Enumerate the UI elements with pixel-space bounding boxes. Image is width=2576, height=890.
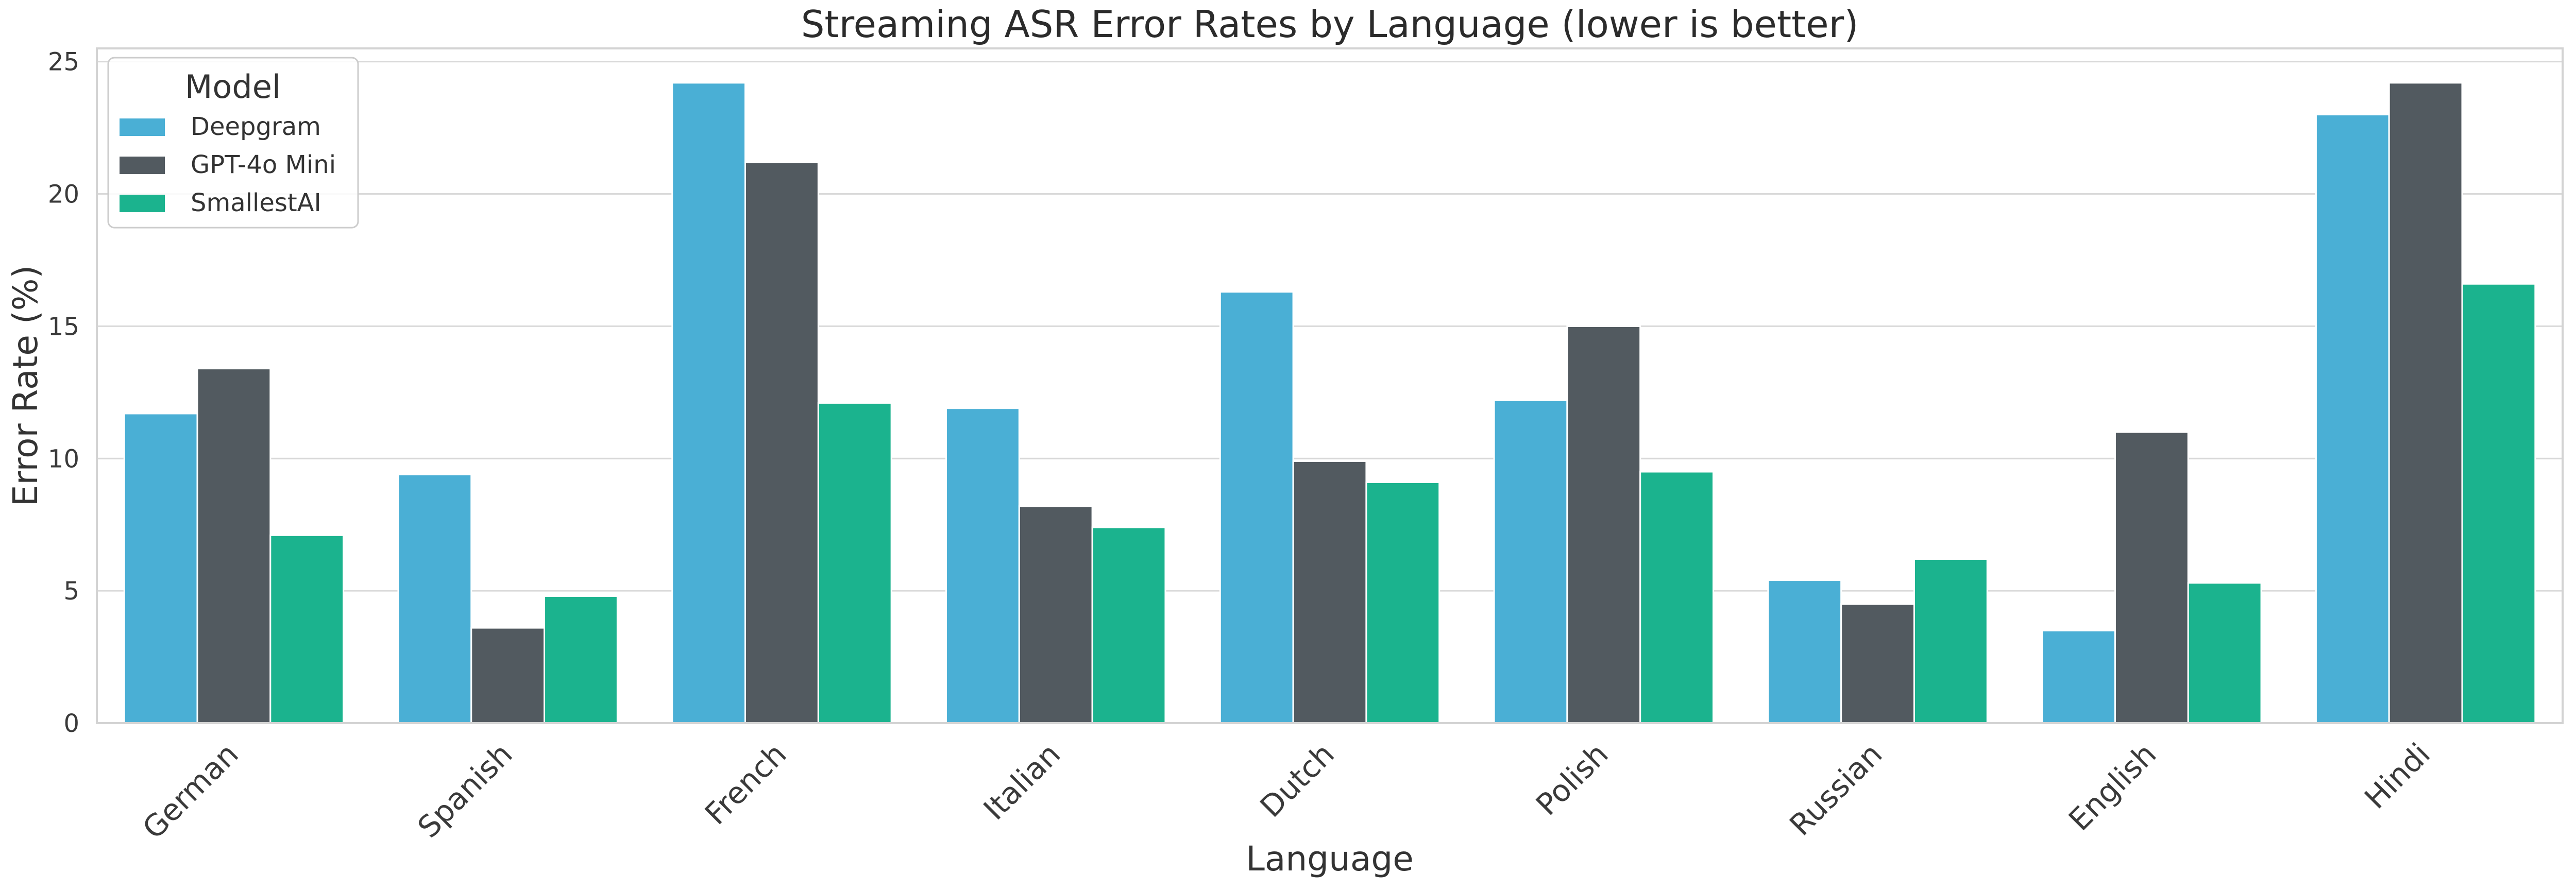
x-tick-label: Hindi [2358, 737, 2437, 816]
x-tick-label: Polish [1529, 737, 1615, 823]
legend-box [107, 57, 359, 229]
bar-gpt-4o-mini-dutch [1292, 460, 1367, 724]
x-tick-label: Spanish [411, 737, 519, 845]
y-tick-label: 0 [63, 709, 79, 738]
bar-deepgram-english [2041, 629, 2116, 724]
y-axis-label: Error Rate (%) [6, 265, 45, 506]
bar-smallestai-english [2187, 582, 2262, 724]
bar-deepgram-german [123, 413, 198, 724]
legend-swatch [120, 195, 165, 212]
y-tick-label: 25 [48, 48, 79, 77]
bar-gpt-4o-mini-polish [1566, 325, 1641, 724]
y-tick-label: 10 [48, 444, 79, 473]
bar-gpt-4o-mini-italian [1018, 505, 1093, 724]
bar-gpt-4o-mini-russian [1840, 603, 1915, 724]
bar-deepgram-russian [1767, 579, 1842, 724]
bar-deepgram-hindi [2315, 113, 2390, 724]
legend-label: GPT-4o Mini [191, 150, 336, 179]
bar-smallestai-hindi [2461, 283, 2536, 724]
bars [123, 82, 2536, 724]
bar-smallestai-polish [1639, 471, 1714, 724]
bar-smallestai-dutch [1365, 482, 1440, 724]
bar-gpt-4o-mini-german [196, 368, 272, 724]
legend-title: Model [185, 68, 281, 106]
bar-gpt-4o-mini-french [744, 161, 819, 724]
bar-deepgram-french [671, 82, 747, 724]
legend-label: Deepgram [191, 112, 321, 141]
bar-deepgram-italian [945, 407, 1020, 724]
x-tick-label: French [698, 737, 793, 831]
y-tick-label: 20 [48, 180, 79, 209]
plot-frame [96, 47, 2564, 724]
bar-gpt-4o-mini-spanish [470, 627, 546, 724]
y-tick-labels: 0 5 10 15 20 25 [48, 48, 79, 738]
y-tick-label: 5 [63, 577, 79, 606]
y-tick-label: 15 [48, 312, 79, 341]
x-tick-labels: German Spanish French Italian Dutch Polish Rus… [135, 737, 2437, 846]
bar-deepgram-polish [1493, 399, 1568, 724]
bar-smallestai-german [269, 534, 345, 724]
x-tick-label: German [135, 737, 245, 846]
legend-entries: Deepgram GPT-4o Mini SmallestAI [120, 112, 336, 217]
legend: Model Deepgram GPT-4o Mini SmallestAI [107, 57, 359, 229]
x-tick-label: Italian [977, 737, 1067, 827]
bar-smallestai-italian [1091, 526, 1166, 724]
x-tick-label: English [2062, 737, 2163, 837]
bar-deepgram-spanish [397, 473, 472, 724]
chart-title: Streaming ASR Error Rates by Language (l… [801, 3, 1859, 46]
bar-deepgram-dutch [1219, 291, 1294, 724]
x-tick-label: Dutch [1253, 737, 1341, 824]
x-tick-label: Russian [1783, 737, 1889, 843]
legend-swatch [120, 118, 165, 136]
x-axis-label: Language [1246, 839, 1414, 879]
bar-gpt-4o-mini-hindi [2388, 82, 2463, 724]
bar-smallestai-russian [1913, 558, 1988, 724]
bar-gpt-4o-mini-english [2114, 431, 2189, 724]
legend-label: SmallestAI [191, 189, 321, 217]
legend-swatch [120, 157, 165, 174]
bar-smallestai-french [817, 402, 892, 724]
bar-smallestai-spanish [544, 595, 618, 724]
